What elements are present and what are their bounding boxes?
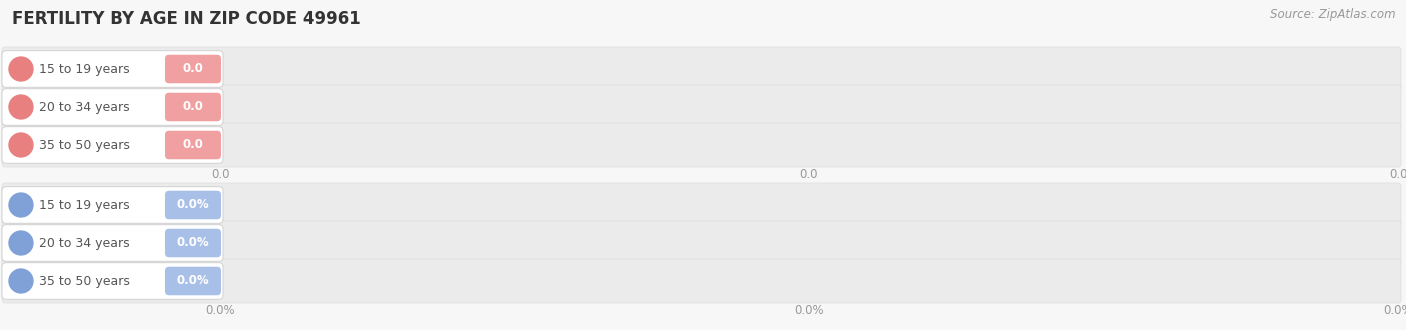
Text: 0.0: 0.0	[1389, 169, 1406, 182]
Text: 0.0%: 0.0%	[177, 237, 209, 249]
Text: 0.0: 0.0	[183, 101, 204, 114]
Circle shape	[8, 231, 32, 255]
Text: 35 to 50 years: 35 to 50 years	[39, 275, 129, 287]
FancyBboxPatch shape	[1, 51, 224, 87]
Text: 0.0%: 0.0%	[205, 305, 235, 317]
Circle shape	[8, 57, 32, 81]
Text: 35 to 50 years: 35 to 50 years	[39, 139, 129, 151]
FancyBboxPatch shape	[1, 47, 1400, 91]
Text: 0.0: 0.0	[211, 169, 229, 182]
FancyBboxPatch shape	[1, 127, 224, 163]
Text: Source: ZipAtlas.com: Source: ZipAtlas.com	[1271, 8, 1396, 21]
FancyBboxPatch shape	[1, 221, 1400, 265]
Text: 0.0%: 0.0%	[1384, 305, 1406, 317]
FancyBboxPatch shape	[1, 183, 1400, 227]
Text: 0.0: 0.0	[183, 62, 204, 76]
Circle shape	[8, 95, 32, 119]
Text: FERTILITY BY AGE IN ZIP CODE 49961: FERTILITY BY AGE IN ZIP CODE 49961	[13, 10, 361, 28]
Text: 15 to 19 years: 15 to 19 years	[39, 62, 129, 76]
FancyBboxPatch shape	[1, 85, 1400, 129]
Circle shape	[8, 269, 32, 293]
FancyBboxPatch shape	[1, 123, 1400, 167]
FancyBboxPatch shape	[165, 191, 221, 219]
FancyBboxPatch shape	[165, 93, 221, 121]
Text: 15 to 19 years: 15 to 19 years	[39, 199, 129, 212]
FancyBboxPatch shape	[1, 187, 224, 223]
Text: 20 to 34 years: 20 to 34 years	[39, 237, 129, 249]
Circle shape	[8, 133, 32, 157]
FancyBboxPatch shape	[1, 263, 224, 299]
Text: 0.0: 0.0	[183, 139, 204, 151]
Circle shape	[8, 193, 32, 217]
Text: 0.0: 0.0	[800, 169, 818, 182]
FancyBboxPatch shape	[165, 131, 221, 159]
FancyBboxPatch shape	[1, 259, 1400, 303]
FancyBboxPatch shape	[165, 267, 221, 295]
Text: 0.0%: 0.0%	[177, 199, 209, 212]
FancyBboxPatch shape	[1, 89, 224, 125]
FancyBboxPatch shape	[165, 55, 221, 83]
Text: 0.0%: 0.0%	[177, 275, 209, 287]
FancyBboxPatch shape	[165, 229, 221, 257]
Text: 20 to 34 years: 20 to 34 years	[39, 101, 129, 114]
Text: 0.0%: 0.0%	[794, 305, 824, 317]
FancyBboxPatch shape	[1, 225, 224, 261]
